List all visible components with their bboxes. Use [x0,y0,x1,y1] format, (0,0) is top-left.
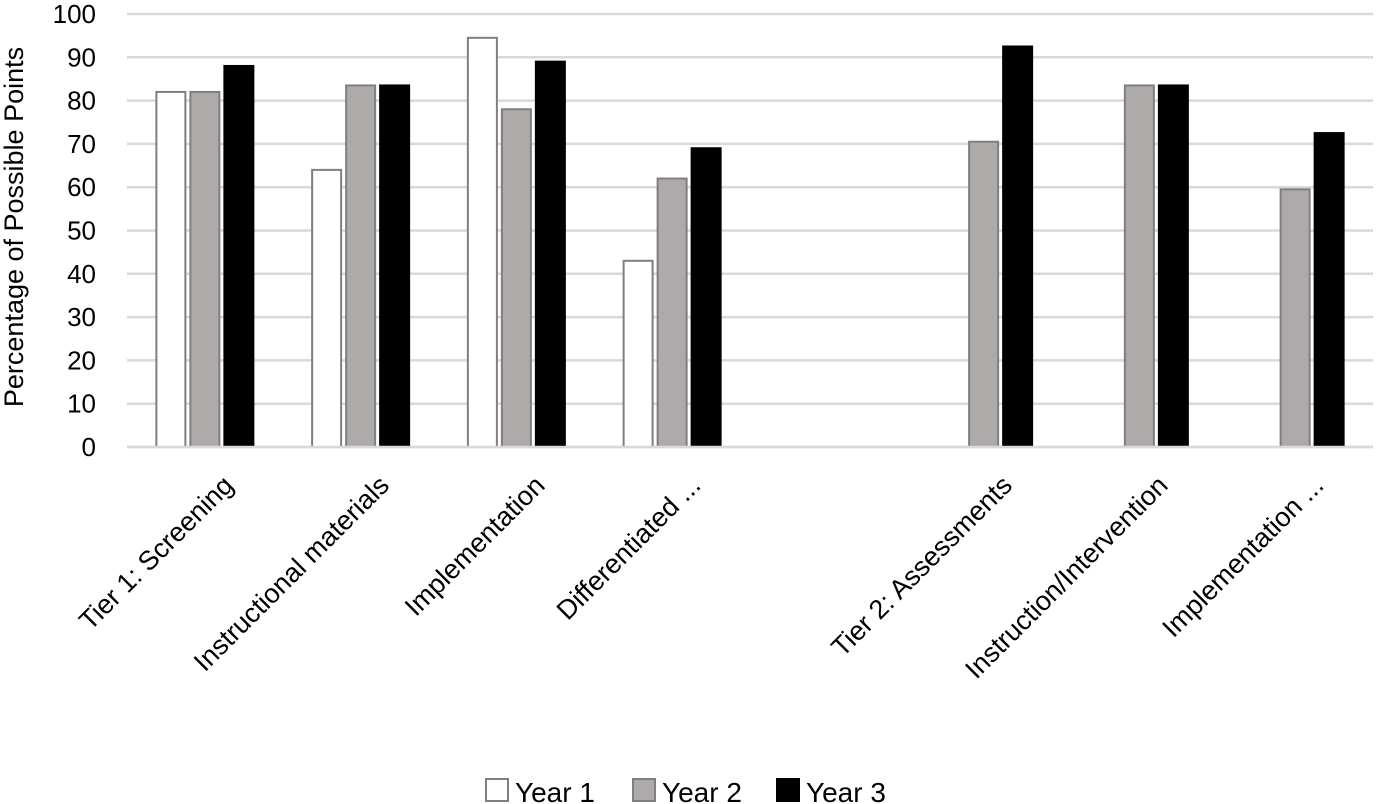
bar-year-2 [345,84,377,448]
legend-label: Year 3 [806,777,886,804]
bar-year-3 [223,64,255,449]
legend-label: Year 1 [515,777,595,804]
bars [155,36,1345,449]
y-tick-label: 90 [67,42,96,72]
bar-year-3 [1002,45,1034,448]
bar-year-2 [189,90,221,448]
bar-year-1 [311,168,343,448]
bar-year-2 [656,177,688,448]
legend: Year 1 Year 2 Year 3 [485,777,886,804]
legend-swatch [632,778,656,802]
y-tick-label: 100 [53,0,96,29]
legend-swatch [776,778,800,802]
y-axis-ticks: 0 10 20 30 40 50 60 70 80 90 100 [53,0,96,462]
legend-swatch [485,778,509,802]
y-tick-label: 60 [67,172,96,202]
bar-year-2 [500,108,532,448]
bar-year-2 [1279,188,1311,449]
bar-year-1 [466,36,498,448]
y-tick-label: 70 [67,129,96,159]
bar-year-2 [968,140,1000,449]
y-tick-label: 30 [67,302,96,332]
bar-year-1 [155,90,187,448]
y-tick-label: 50 [67,216,96,246]
bar-year-3 [379,84,411,448]
y-tick-label: 40 [67,259,96,289]
bar-year-2 [1123,84,1155,448]
y-tick-label: 0 [82,432,96,462]
x-category-label: Implementation ... [1156,470,1329,643]
y-axis-label: Percentage of Possible Points [0,47,29,407]
bar-year-1 [622,259,654,448]
bar-year-3 [1313,132,1345,448]
y-tick-label: 20 [67,345,96,375]
legend-label: Year 2 [662,777,742,804]
y-tick-label: 10 [67,389,96,419]
y-tick-label: 80 [67,86,96,116]
x-category-label: Differentiated ... [551,470,707,626]
bar-year-3 [534,60,566,448]
x-category-label: Tier 1: Screening [73,470,239,636]
x-category-label: Implementation [399,470,551,622]
bar-year-3 [690,147,722,448]
bar-year-3 [1157,84,1189,448]
